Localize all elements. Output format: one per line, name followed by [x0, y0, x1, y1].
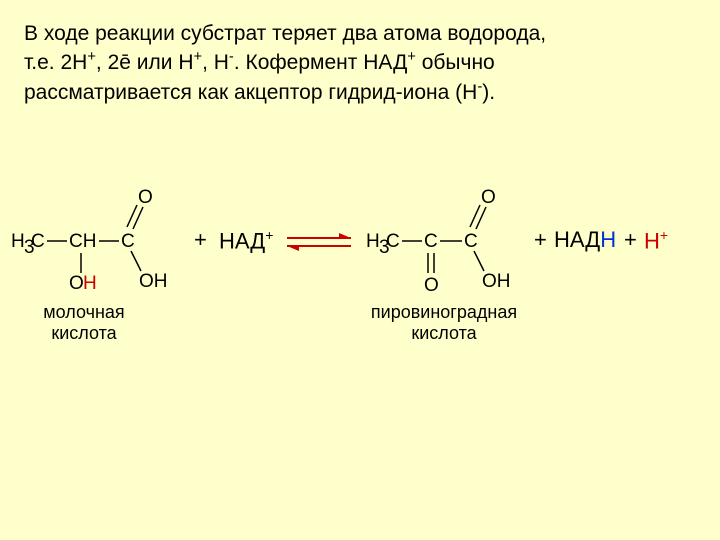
nad-text: НАД: [219, 228, 265, 253]
desc-l2a: т.е. 2H: [24, 51, 87, 74]
desc-l2b: , 2ē или H: [96, 51, 194, 74]
carbonyl-o: O: [138, 187, 153, 208]
pyr-c2: C: [464, 231, 478, 252]
h-ion: H+: [644, 227, 668, 254]
desc-l3: рассматривается как акцептор гидрид-иона…: [24, 81, 477, 104]
h3c-h: H: [11, 231, 25, 252]
carboxyl-oh: OH: [139, 271, 168, 292]
desc-l2e: обычно: [416, 51, 495, 74]
slide: В ходе реакции субстрат теряет два атома…: [0, 0, 720, 407]
lactic-l2: кислота: [51, 323, 116, 343]
h3c-c: C: [31, 231, 45, 252]
lactic-acid-label: молочная кислота: [24, 302, 144, 344]
pyr-h3c-h: H: [366, 231, 380, 252]
lactic-l1: молочная: [43, 302, 124, 322]
reaction-scheme: H 3 C CH C O OH O H молочная кислота: [24, 187, 696, 387]
pyruvic-acid-structure: H 3 C C O C O OH: [364, 187, 554, 307]
plus-3: +: [624, 227, 637, 253]
carboxyl-c: C: [121, 231, 135, 252]
pyruvic-acid-label: пировиноградная кислота: [354, 302, 534, 344]
sup-plus-3: +: [407, 49, 416, 65]
pyr-o2: O: [481, 187, 496, 208]
equilibrium-arrows-icon: [279, 229, 359, 255]
pyr-l1: пировиноградная: [371, 302, 517, 322]
plus-2: +: [534, 227, 547, 253]
sup-plus-2: +: [193, 49, 202, 65]
plus-1: +: [194, 227, 207, 253]
pyr-l2: кислота: [411, 323, 476, 343]
desc-l2d: . Кофермент НАД: [234, 51, 407, 74]
nad-sup: +: [265, 227, 273, 243]
ch: CH: [69, 231, 96, 252]
desc-l2c: , H: [202, 51, 229, 74]
lactic-acid-structure: H 3 C CH C O OH O H: [9, 187, 209, 317]
sup-plus-1: +: [87, 49, 96, 65]
oh-h-red: H: [83, 273, 97, 294]
desc-line1: В ходе реакции субстрат теряет два атома…: [24, 22, 546, 45]
pyr-h3c-c: C: [386, 231, 400, 252]
h-ion-h: H: [644, 228, 660, 253]
oh-o: O: [69, 273, 84, 294]
desc-l3-end: ).: [482, 81, 495, 104]
nadh-h: H: [600, 227, 616, 252]
pyr-c1: C: [424, 231, 438, 252]
nadh: НАДH: [554, 227, 616, 253]
pyr-o1: O: [424, 275, 439, 296]
description-text: В ходе реакции субстрат теряет два атома…: [24, 20, 696, 107]
pyr-oh: OH: [482, 271, 511, 292]
nad-plus: НАД+: [219, 227, 273, 254]
h-ion-plus: +: [660, 227, 668, 243]
nadh-text: НАД: [554, 227, 600, 252]
